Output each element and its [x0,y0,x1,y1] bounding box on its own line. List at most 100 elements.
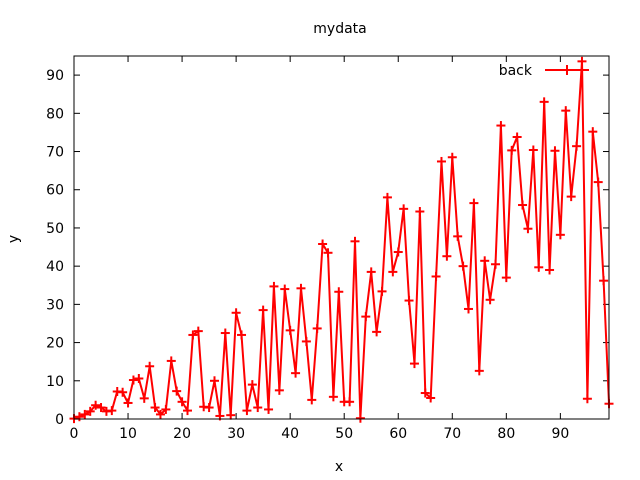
data-point-marker [496,121,506,131]
data-point-marker [285,325,295,335]
data-point-marker [350,236,360,246]
data-point-marker [512,132,522,142]
x-tick-label: 30 [227,426,245,442]
x-tick-label: 40 [281,426,299,442]
data-point-marker [550,146,560,156]
data-point-marker [469,198,479,208]
data-point-marker [301,336,311,346]
data-point-marker [458,261,468,271]
x-tick-label: 20 [173,426,191,442]
x-tick-label: 70 [443,426,461,442]
data-point-marker [555,230,565,240]
data-point-marker [145,361,155,371]
data-point-marker [161,404,171,414]
data-point-marker [501,273,511,283]
data-point-marker [372,327,382,337]
data-point-marker [453,231,463,241]
data-point-marker [491,259,501,269]
legend: back [499,63,589,79]
data-point-marker [582,394,592,404]
data-point-marker [572,141,582,151]
data-point-marker [291,368,301,378]
data-point-marker [334,287,344,297]
data-point-marker [588,127,598,137]
x-tick-label: 0 [70,426,79,442]
data-point-marker [577,56,587,66]
y-tick-label: 20 [46,336,64,352]
data-point-marker [182,406,192,416]
data-point-marker [307,395,317,405]
data-point-marker [366,267,376,277]
data-point-marker [188,330,198,340]
data-point-marker [91,400,101,410]
data-point-marker [393,247,403,257]
data-point-marker [312,323,322,333]
data-point-marker [134,373,144,383]
data-point-marker [177,397,187,407]
data-point-marker [323,248,333,258]
data-point-marker [399,204,409,214]
data-point-marker [96,403,106,413]
y-tick-label: 40 [46,259,64,275]
data-point-marker [264,404,274,414]
y-tick-label: 10 [46,374,64,390]
y-tick-label: 0 [55,412,64,428]
y-axis-title: y [6,235,22,243]
data-point-marker [172,386,182,396]
data-point-marker [382,192,392,202]
legend-marker [562,65,572,75]
data-point-marker [523,224,533,234]
data-point-marker [474,366,484,376]
data-point-marker [80,409,90,419]
data-point-marker [518,200,528,210]
data-point-marker [204,403,214,413]
data-point-marker [507,145,517,155]
data-point-marker [150,403,160,413]
data-point-marker [545,265,555,275]
y-tick-label: 60 [46,183,64,199]
data-point-marker [280,284,290,294]
data-point-marker [485,295,495,305]
data-point-marker [231,308,241,318]
data-point-marker [593,177,603,187]
data-point-marker [74,412,84,422]
chart-title: mydata [313,21,366,37]
data-point-marker [166,356,176,366]
data-point-marker [123,398,133,408]
data-point-marker [361,312,371,322]
data-point-marker [85,406,95,416]
data-point-marker [128,375,138,385]
data-point-marker [355,413,365,423]
data-point-marker [269,281,279,291]
x-tick-label: 50 [335,426,353,442]
data-point-marker [561,106,571,116]
y-tick-label: 70 [46,145,64,161]
data-point-marker [210,376,220,386]
data-point-marker [118,387,128,397]
series [69,56,614,424]
series-line [73,61,610,420]
data-point-marker [409,359,419,369]
data-point-marker [139,393,149,403]
data-point-marker [420,388,430,398]
data-point-marker [155,409,165,419]
data-point-marker [447,152,457,162]
data-point-marker [404,296,414,306]
data-point-marker [534,262,544,272]
data-point-marker [566,192,576,202]
data-point-marker [480,256,490,266]
data-point-marker [226,410,236,420]
y-tick-label: 50 [46,221,64,237]
data-point-marker [388,267,398,277]
data-point-marker [237,330,247,340]
data-point-marker [247,380,257,390]
data-point-marker [220,328,230,338]
data-point-marker [107,406,117,416]
x-tick-label: 10 [119,426,137,442]
y-tick-label: 80 [46,106,64,122]
y-tick-label: 90 [46,68,64,84]
data-point-marker [528,145,538,155]
data-point-marker [415,207,425,217]
data-point-marker [274,385,284,395]
